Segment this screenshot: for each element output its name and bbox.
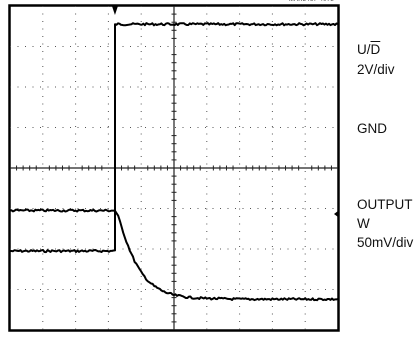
figure-id: MAX5467-4078 xyxy=(288,0,334,3)
center-axes xyxy=(10,6,338,330)
traces xyxy=(9,22,339,302)
level-marker xyxy=(334,211,338,218)
output-scale-label: 50mV/div xyxy=(357,235,414,250)
gnd-label: GND xyxy=(357,121,387,136)
trace-ud xyxy=(10,22,339,254)
ud-label-prefix: U/ xyxy=(357,42,371,57)
ud-label-overlined: D xyxy=(370,42,381,57)
output-label: OUTPUT xyxy=(357,197,413,212)
trace-output-w xyxy=(9,208,339,302)
ud-scale-label: 2V/div xyxy=(357,62,395,77)
output-w-label: W xyxy=(357,216,370,231)
grid xyxy=(10,6,338,330)
ud-label: U/D xyxy=(357,42,380,58)
trace-markers xyxy=(111,6,338,218)
trigger-marker xyxy=(111,6,118,15)
